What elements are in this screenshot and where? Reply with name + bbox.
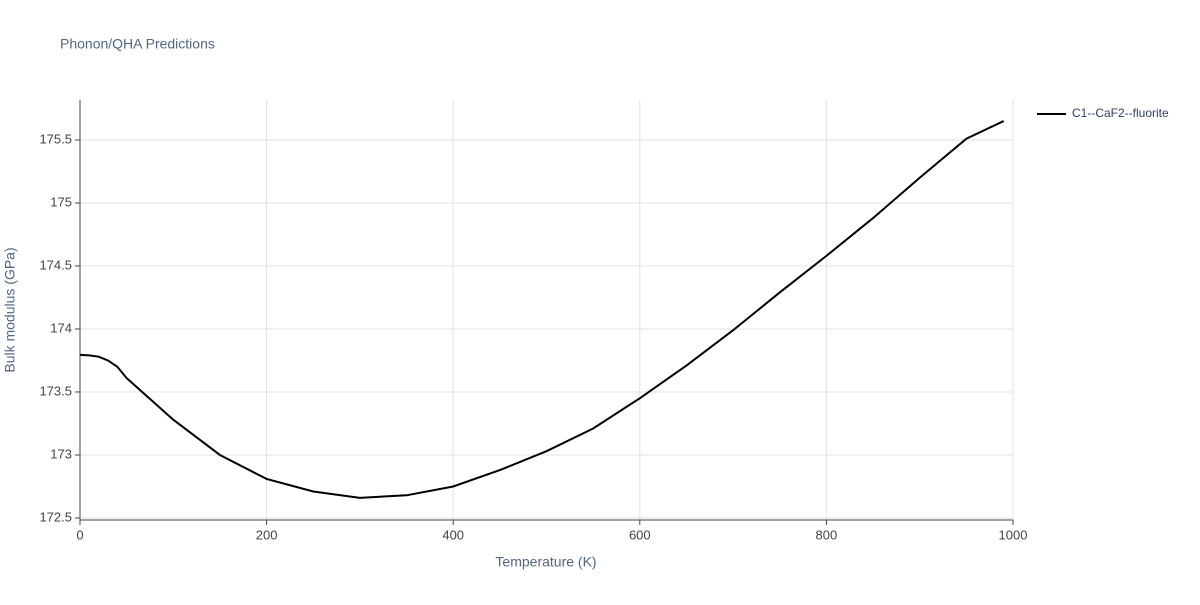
x-tick-label: 0 [76, 527, 83, 542]
y-axis-title: Bulk modulus (GPa) [2, 247, 18, 372]
data-line [79, 120, 1005, 499]
x-tick-label: 400 [442, 527, 464, 542]
y-tick-label: 172.5 [39, 509, 72, 524]
legend-label[interactable]: C1--CaF2--fluorite [1072, 106, 1169, 120]
y-tick-label: 175 [50, 194, 72, 209]
x-axis-title: Temperature (K) [495, 554, 596, 570]
y-tick-label: 175.5 [39, 131, 72, 146]
x-tick-label: 800 [816, 527, 838, 542]
x-tick-label: 600 [629, 527, 651, 542]
x-tick-label: 200 [256, 527, 278, 542]
y-tick-label: 173 [50, 446, 72, 461]
chart-title: Phonon/QHA Predictions [60, 36, 215, 52]
x-tick-label: 1000 [999, 527, 1028, 542]
y-tick-label: 174 [50, 320, 72, 335]
y-tick-label: 173.5 [39, 383, 72, 398]
y-tick-label: 174.5 [39, 257, 72, 272]
